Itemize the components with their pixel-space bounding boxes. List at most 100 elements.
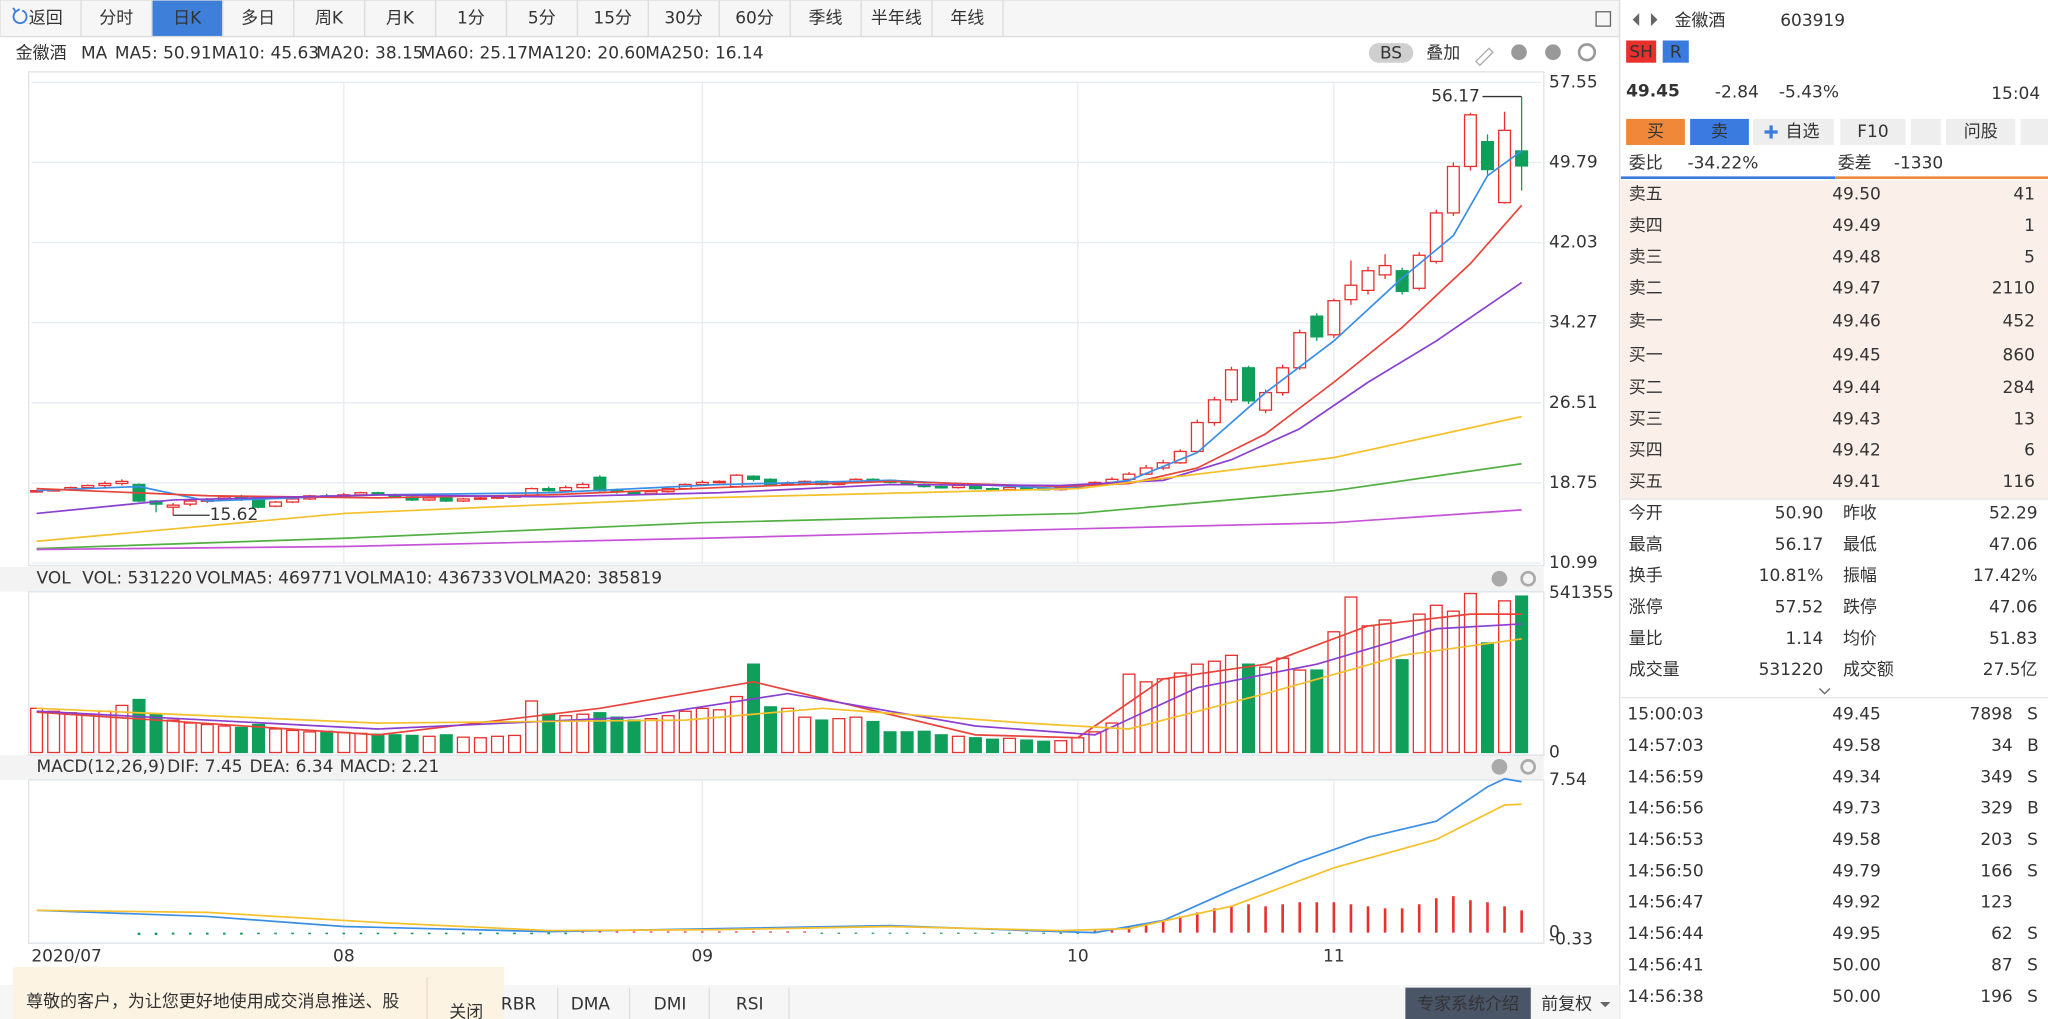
trade-side: B (2027, 799, 2039, 819)
close-icon[interactable] (1491, 759, 1508, 775)
tab[interactable]: 5分 (528, 8, 556, 28)
volume-bar (1003, 737, 1017, 754)
trade-price: 49.58 (1832, 736, 1881, 756)
stat-value: 56.17 (1775, 535, 1824, 555)
indicator-tab[interactable]: DMA (571, 995, 611, 1015)
stat-value: 1.14 (1786, 629, 1824, 649)
volume-bar (1310, 669, 1324, 754)
action-button[interactable] (1946, 118, 2016, 146)
back-icon[interactable] (12, 7, 28, 25)
candle-body (422, 497, 436, 501)
settings-icon[interactable] (1577, 43, 1597, 62)
volume-bar (695, 707, 709, 754)
volume-bar (610, 716, 624, 754)
action-button[interactable] (1626, 118, 1685, 146)
tab[interactable]: 月K (386, 8, 415, 28)
expert-button[interactable] (1405, 987, 1531, 1019)
tab-bg[interactable] (931, 0, 1004, 38)
volume-bar (200, 723, 214, 754)
volume-bar (1515, 595, 1529, 754)
close-icon[interactable] (1491, 570, 1508, 587)
tab[interactable]: 分时 (99, 8, 133, 28)
tab[interactable]: 多日 (241, 8, 275, 28)
volume-bar (251, 723, 266, 754)
tab[interactable]: 日K (173, 8, 202, 28)
volume-bar (1071, 737, 1085, 754)
candle-body (81, 484, 95, 489)
candle-body (456, 498, 470, 502)
tab[interactable]: 1分 (457, 8, 485, 28)
candle-body (1156, 462, 1170, 469)
stat-value: 531220 (1759, 660, 1824, 680)
action-label[interactable]: 自选 (1785, 122, 1819, 142)
tab[interactable]: 季线 (809, 8, 843, 28)
book-volume: 116 (2003, 472, 2035, 492)
tab[interactable]: 60分 (735, 8, 774, 28)
stat-label: 量比 (1629, 629, 1663, 649)
volume-bar (354, 732, 368, 754)
book-volume: 13 (2013, 409, 2035, 429)
action-label[interactable]: 问股 (1964, 122, 1998, 142)
action-label[interactable]: F10 (1857, 122, 1888, 142)
candle-body (712, 480, 726, 484)
indicator-tab[interactable]: RBR (501, 995, 536, 1015)
candle-body (115, 480, 129, 485)
tab[interactable]: 年线 (950, 8, 984, 28)
dropdown-icon[interactable] (1600, 1002, 1611, 1008)
volume-bar (1361, 625, 1375, 754)
ma-legend: MA120: 20.60 (528, 44, 646, 64)
volume-bar (64, 712, 78, 754)
candle-body (1412, 254, 1426, 289)
nav-arrows[interactable] (1632, 13, 1658, 27)
book-label: 买二 (1629, 378, 1663, 398)
indicator-line (36, 638, 1522, 730)
tab-bg[interactable] (151, 0, 224, 38)
candle-body (1327, 300, 1341, 336)
action-label[interactable]: 买 (1647, 122, 1664, 142)
volume-bar (627, 719, 641, 754)
draw-icon[interactable] (1474, 47, 1494, 67)
candle-body (1207, 399, 1221, 424)
adjust-label[interactable]: 前复权 (1541, 995, 1592, 1015)
notice-close[interactable]: 关闭 (449, 1002, 483, 1019)
stock-name: 金徽酒 (16, 44, 67, 64)
volume-bar (490, 735, 504, 754)
plus-icon[interactable] (1764, 125, 1778, 139)
indicator-tab[interactable]: RSI (736, 995, 764, 1015)
expand-icon[interactable] (1818, 688, 1831, 695)
layout-icon[interactable] (1595, 11, 1612, 27)
action-label[interactable]: 卖 (1711, 122, 1728, 142)
bs-pill[interactable] (1368, 43, 1414, 63)
settings-icon[interactable] (1520, 759, 1536, 775)
tab[interactable]: 15分 (593, 8, 632, 28)
minus-icon[interactable] (1511, 44, 1527, 61)
plus-icon[interactable] (1545, 44, 1561, 61)
action-button[interactable] (1840, 118, 1906, 146)
bs-label[interactable]: BS (1380, 44, 1402, 64)
expert-label[interactable]: 专家系统介绍 (1417, 995, 1519, 1015)
tab[interactable]: 30分 (664, 8, 703, 28)
x-tick-label: 2020/07 (31, 946, 101, 966)
book-label: 卖一 (1629, 311, 1663, 331)
tab[interactable]: 半年线 (871, 8, 922, 28)
trade-price: 49.79 (1832, 861, 1881, 881)
indicator-tab[interactable]: DMI (654, 995, 687, 1015)
indicator-line (36, 509, 1522, 551)
back-button[interactable]: 返回 (29, 8, 63, 28)
ma-legend: MA60: 25.17 (421, 44, 529, 64)
overlay-button[interactable]: 叠加 (1426, 44, 1460, 64)
candle-body (559, 486, 573, 492)
stat-label: 涨停 (1629, 597, 1663, 617)
volume-bar (1498, 600, 1512, 754)
bell-button[interactable] (1910, 118, 1941, 146)
order-book-bg (1620, 180, 2048, 500)
book-volume: 860 (2003, 345, 2035, 365)
book-price: 49.46 (1832, 311, 1881, 331)
settings-icon[interactable] (1520, 570, 1536, 587)
volume-bar (183, 722, 197, 754)
trade-volume: 166 (1980, 861, 2012, 881)
candle-body (1190, 421, 1204, 453)
more-button[interactable] (2020, 118, 2048, 146)
tab[interactable]: 周K (315, 8, 344, 28)
action-button[interactable] (1690, 118, 1749, 146)
